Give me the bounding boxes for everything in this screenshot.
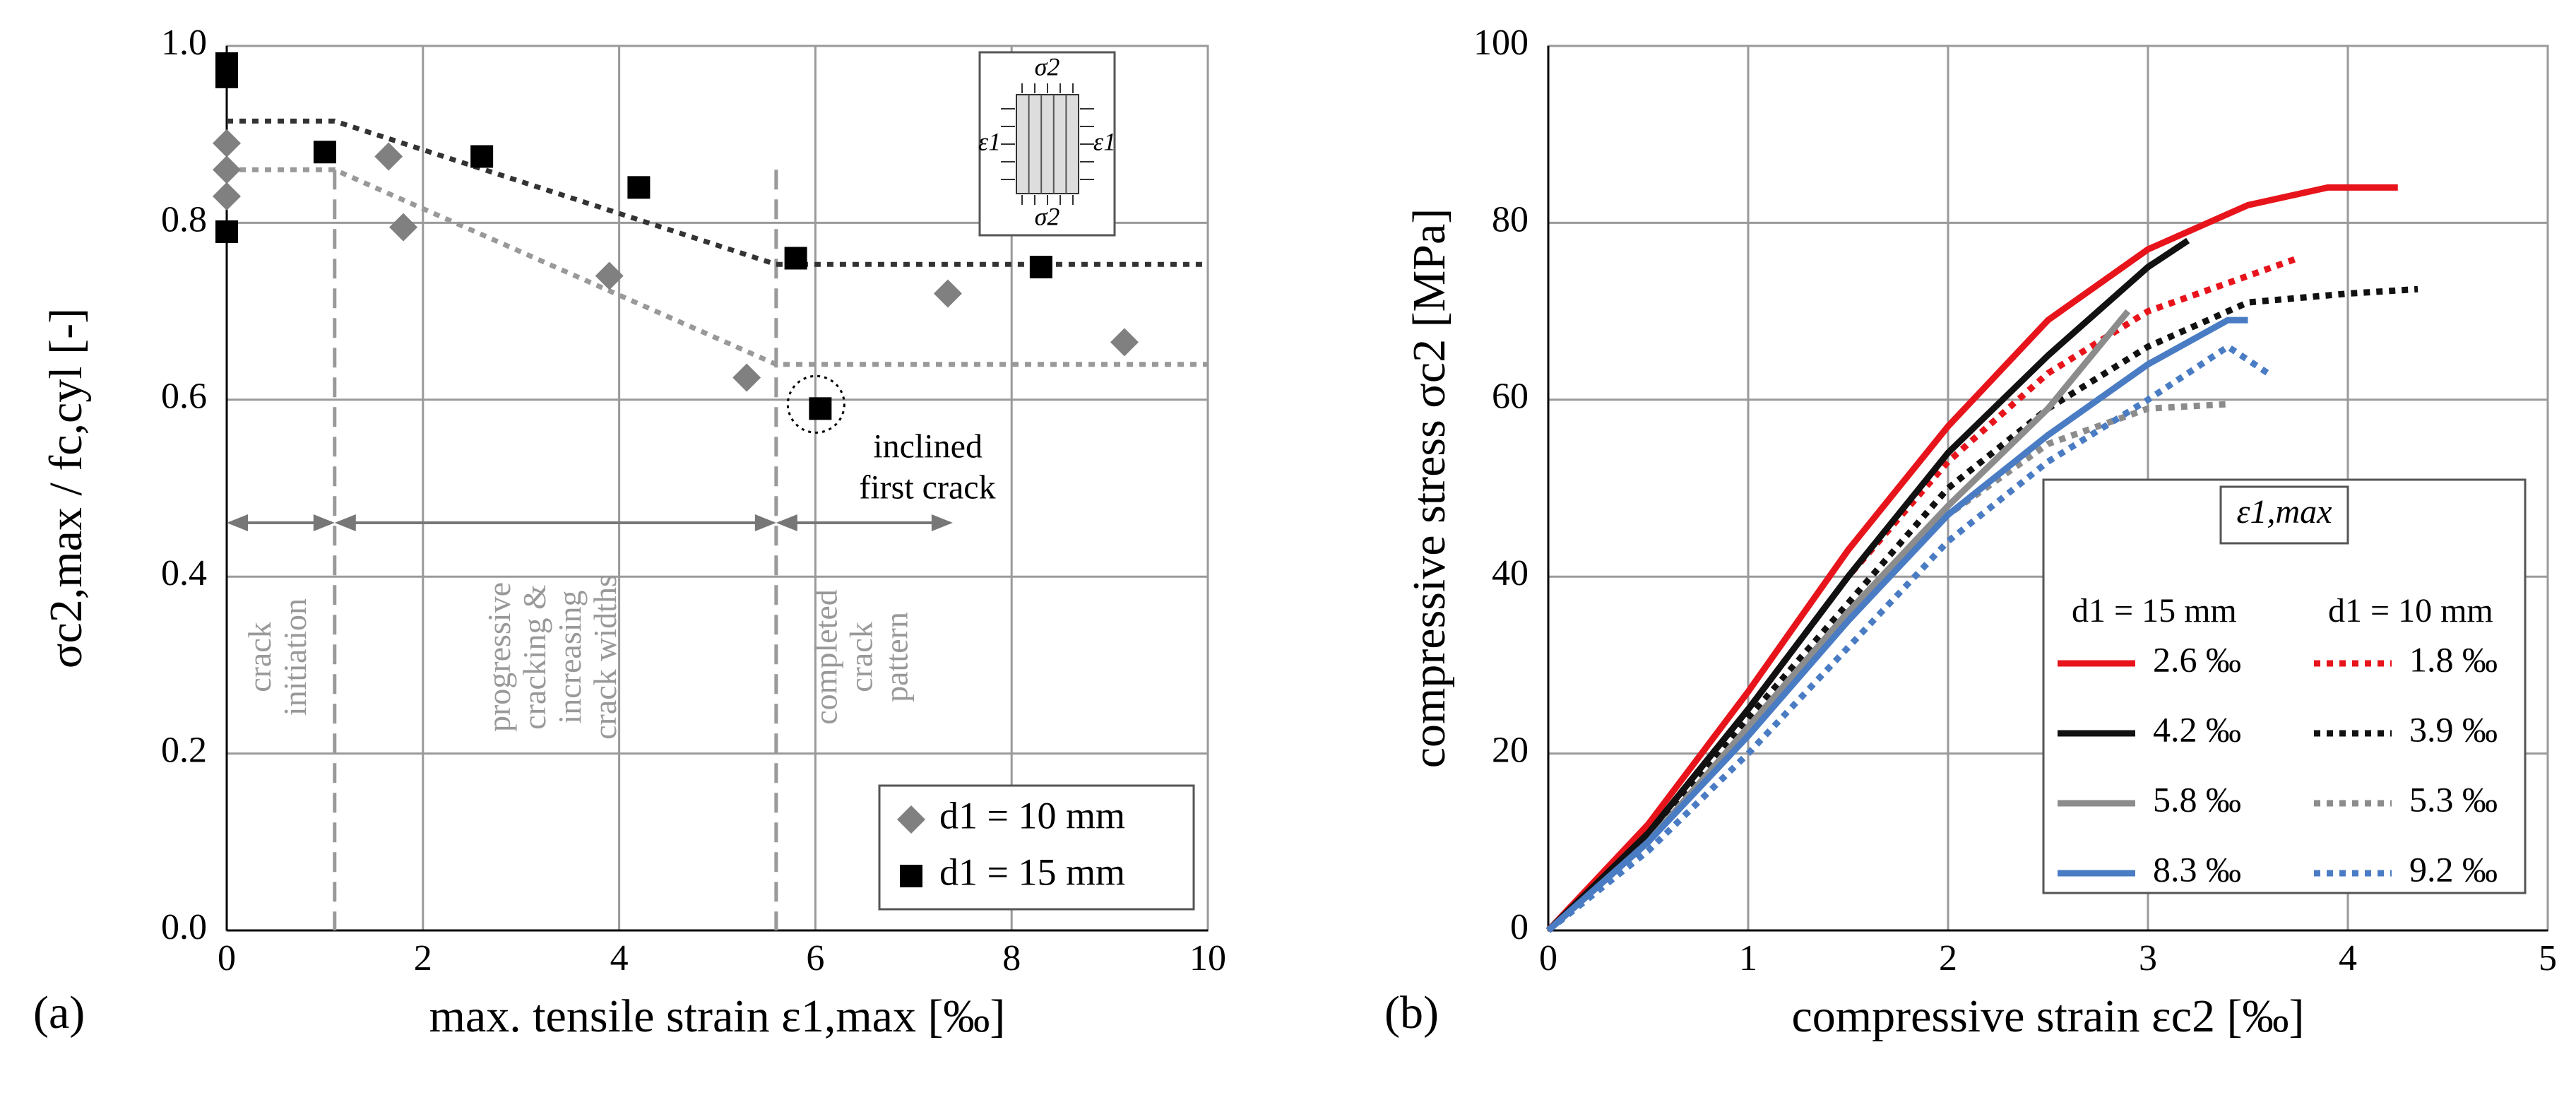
y-tick-label: 80	[1492, 199, 1529, 239]
marker-square	[470, 145, 494, 168]
x-tick-label: 6	[806, 938, 824, 978]
marker-square	[627, 176, 651, 199]
marker-square	[215, 65, 238, 88]
legend-column-header: d1 = 10 mm	[2328, 592, 2493, 629]
y-axis-label: σc2,max / fc,cyl [-]	[40, 308, 92, 668]
x-axis-label: max. tensile strain ε1,max [‰]	[429, 990, 1006, 1042]
legend-label: 9.2 ‰	[2409, 849, 2498, 889]
marker-diamond	[897, 805, 925, 834]
y-tick-label: 0.0	[161, 907, 207, 947]
phase-label: completed	[807, 589, 843, 725]
trend-line	[227, 167, 1208, 367]
y-tick-label: 40	[1492, 553, 1529, 593]
y-tick-label: 60	[1492, 377, 1529, 417]
marker-diamond	[213, 182, 241, 211]
x-tick-label: 1	[1739, 938, 1757, 978]
arrow-head	[334, 514, 356, 531]
curve	[1546, 343, 2270, 933]
marker-diamond	[1110, 328, 1139, 357]
y-tick-label: 0	[1510, 907, 1529, 947]
marker-square	[784, 247, 807, 270]
y-axis-label: compressive stress σc2 [MPa]	[1403, 208, 1455, 769]
y-tick-label: 20	[1492, 731, 1529, 771]
y-tick-label: 0.8	[161, 199, 207, 239]
marker-square	[809, 397, 832, 420]
marker-diamond	[213, 155, 241, 184]
x-tick-label: 8	[1002, 938, 1021, 978]
y-tick-label: 0.6	[161, 377, 207, 417]
curve	[1545, 237, 2190, 933]
x-tick-label: 3	[2139, 938, 2157, 978]
x-tick-label: 4	[2339, 938, 2357, 978]
legend-label: 5.8 ‰	[2153, 779, 2241, 819]
panel-label: (a)	[33, 987, 85, 1039]
legend-label: 5.3 ‰	[2409, 779, 2498, 819]
legend-label: 3.9 ‰	[2409, 709, 2498, 749]
x-axis-label: compressive strain εc2 [‰]	[1792, 990, 2305, 1042]
inset-label: σ2	[1035, 52, 1060, 81]
x-tick-label: 10	[1189, 938, 1226, 978]
phase-label: progressive	[481, 582, 517, 732]
marker-square	[900, 865, 922, 887]
marker-diamond	[933, 279, 962, 308]
legend-label: 1.8 ‰	[2409, 639, 2498, 679]
marker-square	[215, 220, 238, 243]
phase-label: crack	[843, 622, 879, 692]
inset-label: σ2	[1035, 202, 1060, 230]
annotation: first crack	[859, 468, 995, 506]
trend-line	[227, 118, 1208, 267]
annotation: inclined	[873, 427, 983, 465]
legend-label: 4.2 ‰	[2153, 709, 2241, 749]
y-tick-label: 0.4	[161, 553, 207, 593]
x-tick-label: 0	[218, 938, 236, 978]
phase-label: cracking &	[516, 584, 552, 730]
marker-diamond	[213, 129, 241, 158]
arrow-head	[754, 514, 776, 531]
arrow-head	[313, 514, 335, 531]
marker-diamond	[732, 363, 761, 392]
legend-title-box	[2219, 485, 2349, 545]
legend-title: ε1,max	[2237, 493, 2332, 531]
arrow-head	[931, 514, 953, 531]
inset-label: ε1	[1093, 127, 1116, 155]
legend-label: 2.6 ‰	[2153, 639, 2241, 679]
phase-label: pattern	[878, 612, 914, 702]
y-tick-label: 100	[1473, 23, 1529, 63]
annotation-circle	[786, 374, 845, 434]
panel-label: (b)	[1384, 987, 1439, 1039]
legend-column-header: d1 = 15 mm	[2072, 592, 2237, 629]
phase-label: increasing	[552, 590, 588, 723]
y-tick-label: 1.0	[161, 23, 207, 63]
marker-diamond	[374, 142, 403, 171]
legend-label: 8.3 ‰	[2153, 849, 2241, 889]
x-tick-label: 2	[1939, 938, 1957, 978]
legend-box	[2042, 478, 2527, 894]
marker-square	[313, 141, 336, 164]
arrow-head	[227, 514, 248, 531]
marker-diamond	[389, 213, 418, 242]
phase-label: initiation	[277, 598, 313, 716]
legend-label: d1 = 15 mm	[939, 851, 1125, 893]
phase-label: crack	[242, 622, 278, 692]
marker-square	[1029, 256, 1052, 278]
arrow-head	[776, 514, 797, 531]
curve	[1545, 184, 2398, 933]
inset-specimen	[1016, 94, 1079, 194]
marker-diamond	[595, 261, 624, 290]
phase-label: crack widths	[587, 574, 623, 740]
curve	[1546, 317, 2248, 933]
legend-label: d1 = 10 mm	[939, 794, 1125, 836]
x-tick-label: 2	[414, 938, 432, 978]
y-tick-label: 0.2	[161, 731, 207, 771]
legend-box	[878, 784, 1195, 911]
x-tick-label: 0	[1539, 938, 1557, 978]
inset-label: ε1	[978, 127, 1001, 155]
x-tick-label: 4	[610, 938, 629, 978]
x-tick-label: 5	[2539, 938, 2557, 978]
